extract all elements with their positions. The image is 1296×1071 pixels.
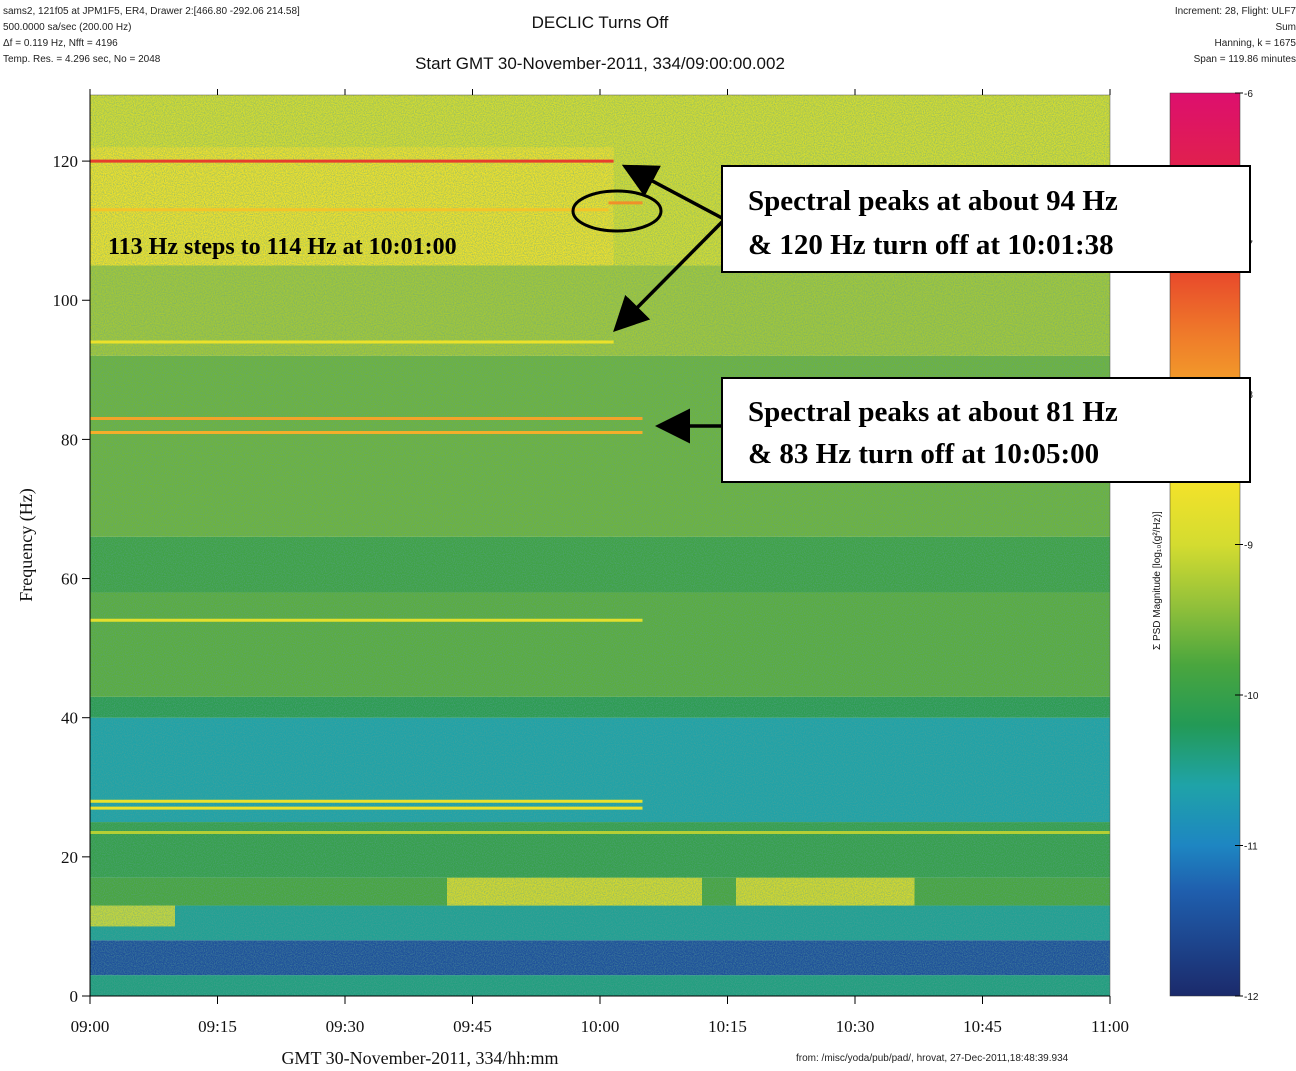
colorbar-tick-label: -12: [1244, 992, 1259, 1003]
colorbar-label: Σ PSD Magnitude [log₁₀(g²/Hz)]: [1152, 511, 1163, 650]
annotation: & 83 Hz turn off at 10:05:00: [748, 438, 1099, 470]
arrow: [621, 164, 723, 220]
y-axis-label: Frequency (Hz): [16, 488, 37, 601]
annotation: & 120 Hz turn off at 10:01:38: [748, 229, 1114, 261]
annotation: Spectral peaks at about 94 Hz: [748, 185, 1118, 217]
annotation: 113 Hz steps to 114 Hz at 10:01:00: [108, 234, 457, 260]
header-right: Increment: 28, Flight: ULF7: [1175, 6, 1296, 17]
x-tick-label: 09:30: [326, 1017, 365, 1036]
colorbar-tick-label: -6: [1244, 89, 1253, 100]
x-tick-label: 10:15: [708, 1017, 747, 1036]
x-tick-label: 11:00: [1091, 1017, 1129, 1036]
header-left: Δf = 0.119 Hz, Nfft = 4196: [3, 38, 118, 49]
chart-title: DECLIC Turns Off: [532, 13, 669, 32]
arrow: [613, 220, 724, 332]
x-tick-label: 09:45: [453, 1017, 492, 1036]
footer: from: /misc/yoda/pub/pad/, hrovat, 27-De…: [796, 1053, 1069, 1064]
x-tick-label: 10:45: [963, 1017, 1002, 1036]
y-tick-label: 40: [61, 709, 78, 728]
x-axis-label: GMT 30-November-2011, 334/hh:mm: [281, 1048, 558, 1068]
y-tick-label: 20: [61, 848, 78, 867]
y-tick-label: 0: [70, 987, 79, 1006]
chart-subtitle: Start GMT 30-November-2011, 334/09:00:00…: [415, 54, 785, 73]
y-tick-label: 60: [61, 570, 78, 589]
header-right: Hanning, k = 1675: [1215, 38, 1296, 49]
y-tick-label: 80: [61, 430, 78, 449]
annotation-box: [721, 165, 1251, 273]
header-left: 500.0000 sa/sec (200.00 Hz): [3, 22, 131, 33]
x-tick-label: 10:00: [581, 1017, 620, 1036]
y-tick-label: 120: [53, 152, 79, 171]
highlight-ellipse: [571, 189, 663, 233]
header-left: Temp. Res. = 4.296 sec, No = 2048: [3, 54, 161, 65]
annotation-box: [721, 377, 1251, 483]
colorbar-tick-label: -10: [1244, 691, 1259, 702]
x-tick-label: 09:00: [71, 1017, 110, 1036]
y-tick-label: 100: [53, 291, 79, 310]
header-right: Span = 119.86 minutes: [1194, 54, 1296, 65]
x-tick-label: 10:30: [836, 1017, 875, 1036]
colorbar-tick-label: -9: [1244, 541, 1253, 552]
header-left: sams2, 121f05 at JPM1F5, ER4, Drawer 2:[…: [3, 6, 300, 17]
spectrogram: [90, 95, 1110, 996]
colorbar-tick-label: -11: [1244, 842, 1258, 853]
overlay: 09:00 09:15 09:30 09:45 10:00 10:15 10:30 10:45…: [3, 6, 1296, 1068]
annotation: Spectral peaks at about 81 Hz: [748, 396, 1118, 428]
header-right: Sum: [1275, 22, 1296, 33]
x-tick-label: 09:15: [198, 1017, 237, 1036]
